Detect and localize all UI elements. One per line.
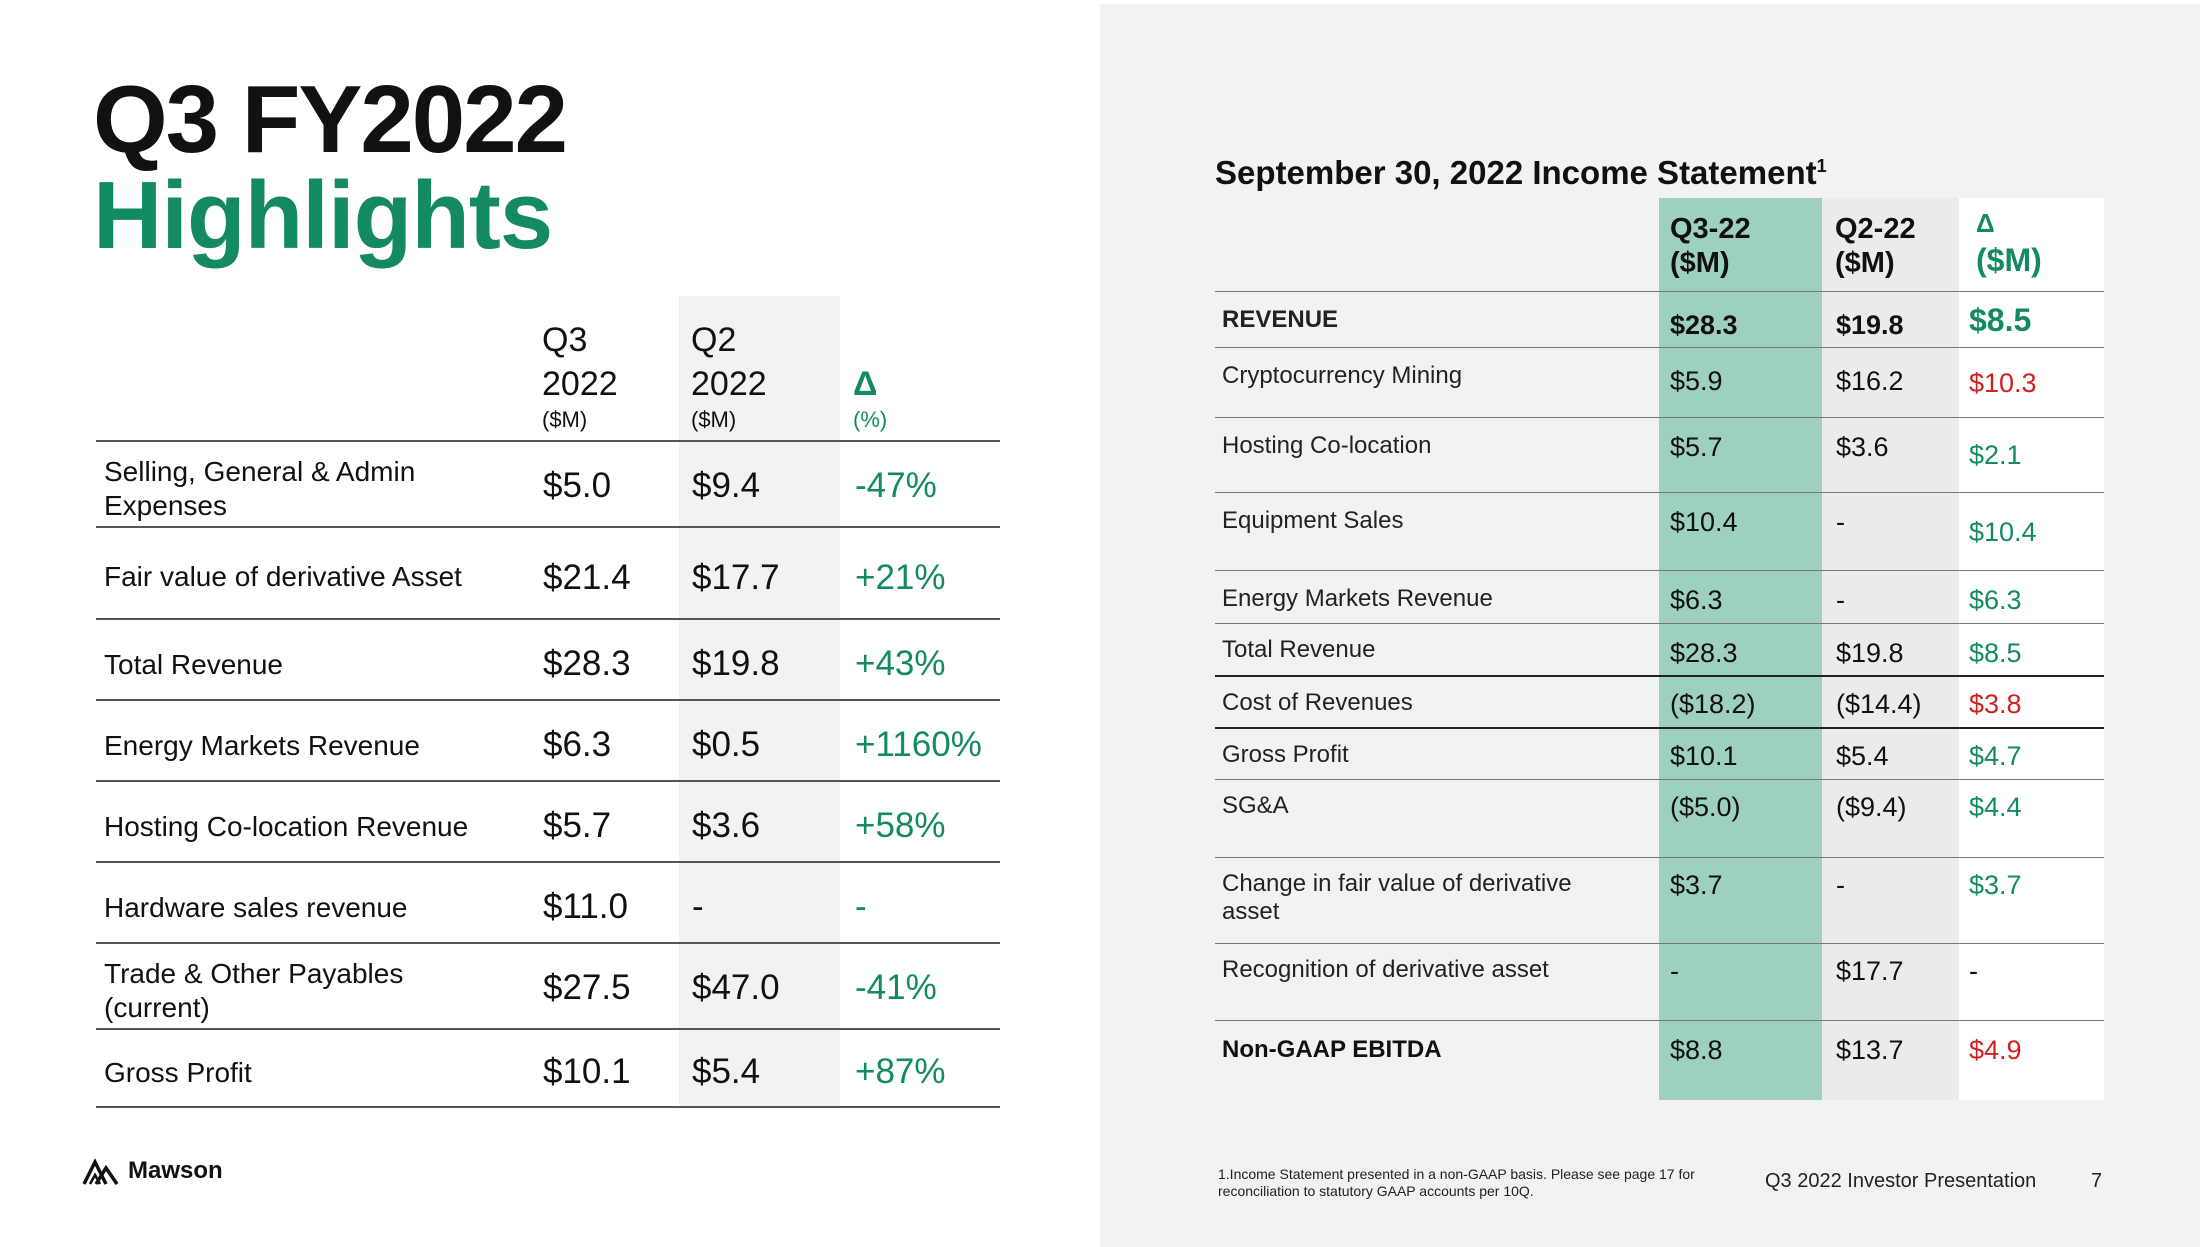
table-row: Equipment Sales $10.4 - $10.4: [1215, 492, 2104, 570]
table-row: Total Revenue $28.3 $19.8 $8.5: [1215, 623, 2104, 675]
delta-column-band: [1959, 198, 2104, 1100]
mountain-logo-icon: [82, 1158, 119, 1185]
header-q3: Q3 2022 ($M): [542, 321, 618, 432]
q2-column-band: [679, 296, 840, 1108]
table-row: Hosting Co-location Revenue $5.7 $3.6 +5…: [96, 780, 1000, 861]
table-row: Change in fair value of derivative asset…: [1215, 857, 2104, 943]
header-delta: Δ (%): [853, 365, 888, 432]
table-row: Energy Markets Revenue $6.3 $0.5 +1160%: [96, 699, 1000, 780]
table-row: Energy Markets Revenue $6.3 - $6.3: [1215, 570, 2104, 623]
table-row: Gross Profit $10.1 $5.4 $4.7: [1215, 727, 2104, 779]
logo-wordmark: Mawson: [128, 1157, 223, 1184]
header-q2-22: Q2-22 ($M): [1835, 213, 1916, 279]
table-row: Recognition of derivative asset - $17.7 …: [1215, 943, 2104, 1020]
mawson-logo: Mawson: [82, 1156, 223, 1186]
table-row: Gross Profit $10.1 $5.4 +87%: [96, 1028, 1000, 1106]
header-delta-m: Δ ($M): [1976, 208, 2042, 278]
q3-column-band: [1659, 198, 1822, 1100]
table-bottom-rule: [96, 1106, 1000, 1108]
page-number: 7: [2091, 1170, 2103, 1192]
table-row: Cost of Revenues ($18.2) ($14.4) $3.8: [1215, 675, 2104, 727]
table-row: Hosting Co-location $5.7 $3.6 $2.1: [1215, 417, 2104, 492]
table-row: Hardware sales revenue $11.0 - -: [96, 861, 1000, 942]
table-row: Selling, General & Admin Expenses $5.0 $…: [96, 440, 1000, 526]
table-row: Fair value of derivative Asset $21.4 $17…: [96, 526, 1000, 618]
table-row: SG&A ($5.0) ($9.4) $4.4: [1215, 779, 2104, 857]
header-q2: Q2 2022 ($M): [691, 321, 767, 432]
q2-column-band: [1822, 198, 1959, 1100]
table-row: Non-GAAP EBITDA $8.8 $13.7 $4.9: [1215, 1020, 2104, 1099]
table-row: Cryptocurrency Mining $5.9 $16.2 $10.3: [1215, 347, 2104, 417]
income-statement-title: September 30, 2022 Income Statement1: [1215, 154, 1827, 191]
footnote: 1.Income Statement presented in a non-GA…: [1218, 1166, 1695, 1199]
table-row: Total Revenue $28.3 $19.8 +43%: [96, 618, 1000, 699]
footer-presentation-title: Q3 2022 Investor Presentation: [1765, 1170, 2037, 1192]
table-row: Trade & Other Payables (current) $27.5 $…: [96, 942, 1000, 1028]
highlights-panel: Q3 FY2022 Highlights Q3 2022 ($M) Q2 202…: [82, 66, 1000, 1186]
header-q3-22: Q3-22 ($M): [1670, 213, 1751, 279]
title-line2: Highlights: [93, 162, 553, 269]
title-line1: Q3 FY2022: [93, 66, 568, 173]
table-row: REVENUE $28.3 $19.8 $8.5: [1215, 291, 2104, 347]
